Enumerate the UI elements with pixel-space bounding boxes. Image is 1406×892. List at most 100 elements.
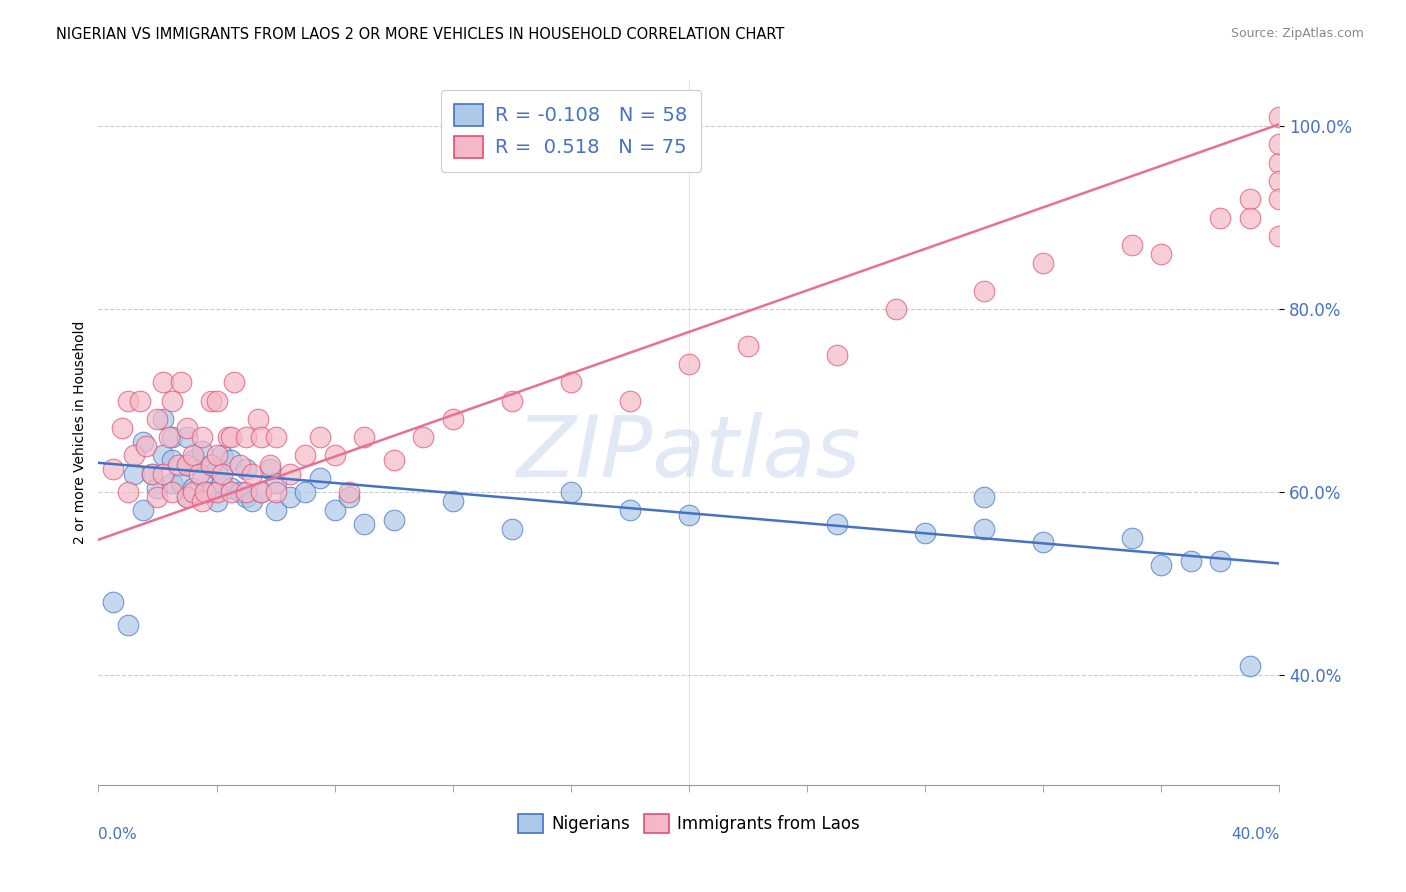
Point	[294, 449, 316, 463]
Point	[560, 485, 582, 500]
Point	[162, 485, 183, 500]
Point	[1268, 137, 1291, 152]
Point	[162, 475, 183, 490]
Point	[240, 467, 263, 481]
Point	[382, 453, 405, 467]
Point	[146, 490, 169, 504]
Point	[211, 467, 233, 481]
Point	[111, 421, 134, 435]
Point	[1150, 247, 1173, 261]
Point	[132, 503, 155, 517]
Point	[135, 439, 157, 453]
Point	[280, 490, 302, 504]
Point	[382, 512, 405, 526]
Point	[167, 458, 190, 472]
Point	[441, 412, 464, 426]
Point	[1239, 192, 1261, 206]
Point	[211, 475, 233, 490]
Point	[221, 453, 243, 467]
Point	[259, 462, 281, 476]
Point	[235, 490, 257, 504]
Point	[323, 449, 346, 463]
Point	[1268, 174, 1291, 188]
Point	[619, 393, 641, 408]
Point	[181, 453, 204, 467]
Point	[176, 458, 198, 472]
Point	[200, 485, 222, 500]
Point	[235, 430, 257, 444]
Point	[176, 421, 198, 435]
Point	[1209, 554, 1232, 568]
Point	[235, 485, 257, 500]
Point	[117, 617, 139, 632]
Text: NIGERIAN VS IMMIGRANTS FROM LAOS 2 OR MORE VEHICLES IN HOUSEHOLD CORRELATION CHA: NIGERIAN VS IMMIGRANTS FROM LAOS 2 OR MO…	[56, 27, 785, 42]
Point	[250, 485, 273, 500]
Point	[221, 481, 243, 495]
Point	[162, 453, 183, 467]
Point	[264, 475, 287, 490]
Point	[200, 458, 222, 472]
Point	[1268, 155, 1291, 169]
Point	[309, 471, 332, 485]
Point	[825, 517, 848, 532]
Y-axis label: 2 or more Vehicles in Household: 2 or more Vehicles in Household	[73, 321, 87, 544]
Point	[122, 449, 145, 463]
Point	[264, 503, 287, 517]
Text: ZIPatlas: ZIPatlas	[517, 412, 860, 495]
Point	[122, 467, 145, 481]
Point	[250, 430, 273, 444]
Point	[339, 490, 361, 504]
Point	[1268, 192, 1291, 206]
Point	[162, 393, 183, 408]
Point	[678, 357, 700, 371]
Point	[170, 475, 193, 490]
Point	[152, 412, 174, 426]
Point	[1032, 256, 1054, 270]
Point	[176, 490, 198, 504]
Point	[152, 467, 174, 481]
Point	[339, 485, 361, 500]
Point	[221, 430, 243, 444]
Point	[678, 508, 700, 522]
Point	[235, 462, 257, 476]
Point	[103, 595, 125, 609]
Text: 40.0%: 40.0%	[1232, 827, 1279, 842]
Point	[176, 430, 198, 444]
Point	[1239, 659, 1261, 673]
Point	[170, 376, 193, 390]
Point	[132, 434, 155, 449]
Point	[825, 348, 848, 362]
Point	[250, 485, 273, 500]
Point	[221, 485, 243, 500]
Point	[141, 467, 163, 481]
Point	[1268, 110, 1291, 124]
Point	[737, 339, 759, 353]
Point	[441, 494, 464, 508]
Point	[323, 503, 346, 517]
Point	[353, 517, 375, 532]
Point	[205, 462, 228, 476]
Point	[280, 467, 302, 481]
Point	[146, 481, 169, 495]
Point	[205, 449, 228, 463]
Point	[973, 284, 995, 298]
Point	[117, 485, 139, 500]
Point	[176, 458, 198, 472]
Point	[217, 430, 239, 444]
Text: 0.0%: 0.0%	[98, 827, 138, 842]
Point	[619, 503, 641, 517]
Point	[884, 301, 907, 316]
Point	[1239, 211, 1261, 225]
Point	[501, 393, 523, 408]
Point	[152, 449, 174, 463]
Legend: Nigerians, Immigrants from Laos: Nigerians, Immigrants from Laos	[512, 807, 866, 840]
Point	[1209, 211, 1232, 225]
Point	[128, 393, 150, 408]
Point	[191, 430, 214, 444]
Point	[229, 485, 252, 500]
Point	[294, 485, 316, 500]
Point	[176, 490, 198, 504]
Point	[205, 485, 228, 500]
Point	[162, 430, 183, 444]
Point	[560, 376, 582, 390]
